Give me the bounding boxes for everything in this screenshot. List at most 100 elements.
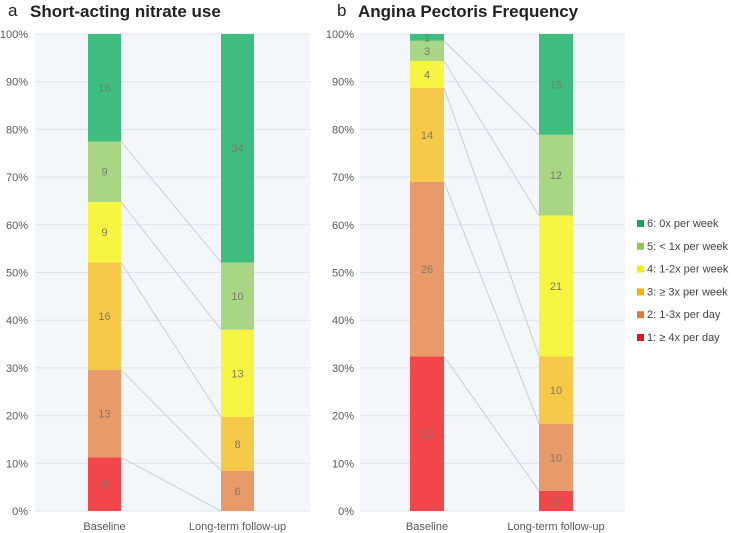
bar-segment xyxy=(88,34,121,142)
y-tick-label: 40% xyxy=(6,315,28,327)
y-tick-label: 100% xyxy=(326,29,354,41)
bar-segment xyxy=(410,34,444,41)
legend-label: 2: 1-3x per day xyxy=(647,309,721,321)
data-label: 13 xyxy=(98,409,110,421)
data-label: 14 xyxy=(421,130,433,142)
y-tick-label: 30% xyxy=(332,363,354,375)
data-label: 1 xyxy=(424,32,430,44)
data-label: 10 xyxy=(231,291,243,303)
data-label: 23 xyxy=(421,429,433,441)
bar-segment xyxy=(221,329,254,417)
series-connector-line xyxy=(120,369,222,472)
series-connector-line xyxy=(120,262,222,418)
legend-swatch xyxy=(637,334,644,341)
bar-segment xyxy=(410,40,444,61)
y-tick-label: 20% xyxy=(332,411,354,423)
series-connector-line xyxy=(443,60,540,216)
legend-swatch xyxy=(637,311,644,319)
y-tick-label: 30% xyxy=(6,363,28,375)
bar-segment xyxy=(410,181,444,357)
data-label: 21 xyxy=(550,281,562,293)
bar-segment xyxy=(539,423,573,491)
y-tick-label: 100% xyxy=(0,29,28,41)
chart-title: Short-acting nitrate use xyxy=(30,2,221,21)
legend-label: 3: ≥ 3x per week xyxy=(647,286,728,298)
legend-swatch xyxy=(637,220,644,227)
bar-segment xyxy=(221,34,254,263)
y-tick-label: 90% xyxy=(332,77,354,89)
y-tick-label: 0% xyxy=(338,506,354,518)
data-label: 8 xyxy=(234,439,240,451)
bar-segment xyxy=(539,215,573,357)
x-tick-label: Baseline xyxy=(406,521,448,533)
legend-label: 5: < 1x per week xyxy=(647,241,729,253)
data-label: 8 xyxy=(101,479,107,491)
bar-segment xyxy=(88,141,121,202)
y-tick-label: 80% xyxy=(332,124,354,136)
x-tick-label: Baseline xyxy=(83,521,125,533)
y-tick-label: 10% xyxy=(6,458,28,470)
data-label: 6 xyxy=(234,486,240,498)
panel-label: b xyxy=(337,1,346,20)
y-tick-label: 80% xyxy=(6,124,28,136)
data-label: 4 xyxy=(424,69,430,81)
bar-segment xyxy=(88,369,121,458)
bar-segment xyxy=(410,60,444,88)
bar-segment xyxy=(88,262,121,370)
y-tick-label: 40% xyxy=(332,315,354,327)
data-label: 16 xyxy=(98,311,110,323)
data-label: 26 xyxy=(421,264,433,276)
legend-swatch xyxy=(637,265,644,273)
data-label: 13 xyxy=(231,368,243,380)
data-label: 34 xyxy=(231,143,243,155)
series-connector-line xyxy=(120,456,222,512)
bar-segment xyxy=(221,470,254,511)
y-tick-label: 0% xyxy=(12,506,28,518)
legend-label: 4: 1-2x per week xyxy=(647,264,729,276)
y-tick-label: 50% xyxy=(6,268,28,280)
data-label: 12 xyxy=(550,170,562,182)
y-tick-label: 60% xyxy=(332,220,354,232)
data-label: 10 xyxy=(550,385,562,397)
x-tick-label: Long-term follow-up xyxy=(507,521,604,533)
y-tick-label: 10% xyxy=(332,458,354,470)
data-label: 9 xyxy=(101,167,107,179)
data-label: 15 xyxy=(550,79,562,91)
legend-label: 1: ≥ 4x per day xyxy=(647,332,720,344)
bar-segment xyxy=(539,490,573,511)
data-label: 3 xyxy=(424,46,430,58)
y-tick-label: 20% xyxy=(6,411,28,423)
bar-segment xyxy=(221,416,254,471)
series-connector-line xyxy=(443,356,540,492)
legend-swatch xyxy=(637,288,644,296)
bar-segment xyxy=(221,262,254,330)
y-tick-label: 50% xyxy=(332,268,354,280)
data-label: 10 xyxy=(550,452,562,464)
panel-label: a xyxy=(8,1,18,20)
x-tick-label: Long-term follow-up xyxy=(189,521,286,533)
y-tick-label: 70% xyxy=(332,172,354,184)
series-connector-line xyxy=(443,181,540,424)
bar-segment xyxy=(410,356,444,511)
legend-swatch xyxy=(637,242,644,250)
legend-label: 6: 0x per week xyxy=(647,218,719,230)
data-label: 3 xyxy=(553,496,559,508)
series-connector-line xyxy=(120,141,222,263)
series-connector-line xyxy=(443,87,540,357)
bar-segment xyxy=(539,356,573,424)
bar-segment xyxy=(539,134,573,216)
bar-segment xyxy=(88,201,121,263)
bar-segment xyxy=(539,34,573,135)
series-connector-line xyxy=(443,40,540,136)
bar-segment xyxy=(410,87,444,182)
series-connector-line xyxy=(120,201,222,330)
chart-title: Angina Pectoris Frequency xyxy=(358,2,579,21)
y-tick-label: 60% xyxy=(6,220,28,232)
data-label: 9 xyxy=(101,227,107,239)
y-tick-label: 90% xyxy=(6,77,28,89)
bar-segment xyxy=(88,457,121,511)
y-tick-label: 70% xyxy=(6,172,28,184)
data-label: 16 xyxy=(98,83,110,95)
